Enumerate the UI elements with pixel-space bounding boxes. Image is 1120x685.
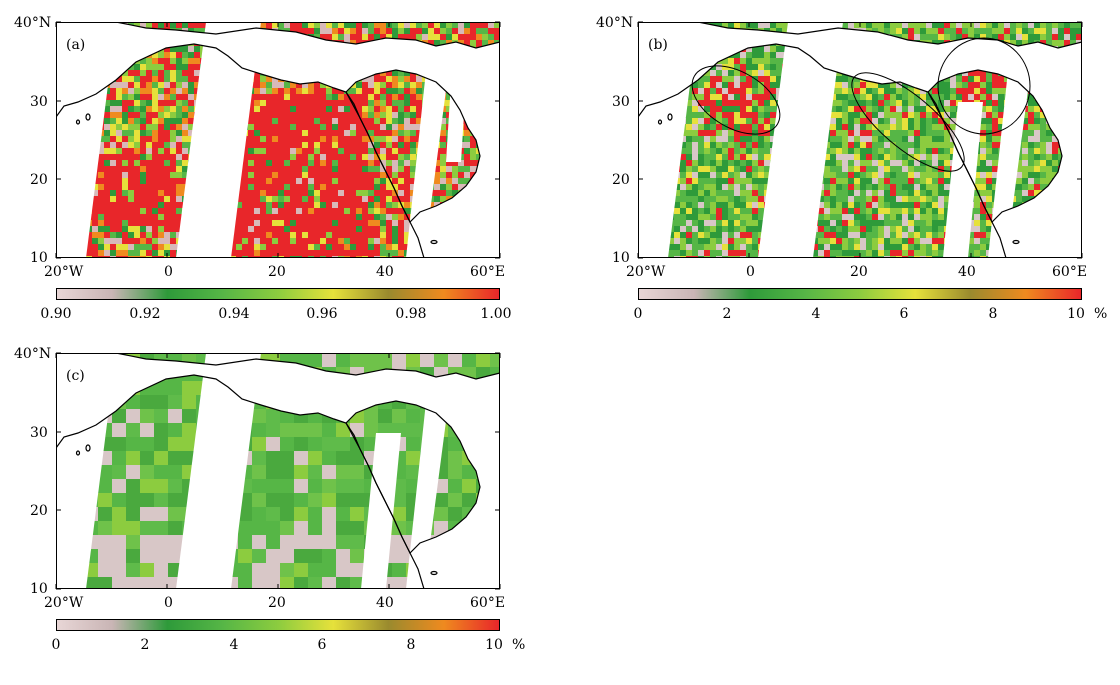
panel-label: (a) [66,37,86,53]
colorbar [638,288,1082,300]
colorbar-tick-label: 0.94 [218,306,250,322]
map-plot-area [55,21,501,259]
y-tick-label: 40°N [596,15,634,31]
x-tick-label: 60°E [1052,264,1088,280]
y-tick-label: 10 [30,250,48,266]
colorbar-tick-label: 2 [722,306,732,322]
x-tick-label: 20 [268,595,286,611]
colorbar-tick-label: 1.00 [480,306,512,322]
x-tick-label: 40 [376,595,394,611]
colorbar-tick-label: 4 [229,637,239,653]
x-tick-label: 60°E [470,264,506,280]
colorbar-tick-label: 2 [140,637,150,653]
colorbar-tick-label: 8 [988,306,998,322]
y-tick-label: 10 [30,581,48,597]
y-tick-label: 20 [30,172,48,188]
x-tick-label: 0 [164,264,173,280]
colorbar-unit: % [512,637,526,653]
colorbar-tick-label: 6 [317,637,327,653]
map-plot-area [637,21,1083,259]
map-plot-area [55,352,501,590]
map-panel-a: 40°N 30 20 10 (a) 20°W 0 20 40 60°E 0.90… [0,0,540,330]
y-tick-label: 40°N [14,15,52,31]
panel-label: (c) [66,368,85,384]
colorbar [56,288,500,300]
colorbar-tick-label: 0 [633,306,643,322]
y-tick-label: 30 [30,94,48,110]
x-tick-label: 40 [376,264,394,280]
colorbar-tick-label: 0.92 [129,306,161,322]
colorbar-unit: % [1094,306,1108,322]
colorbar-tick-label: 8 [406,637,416,653]
y-tick-label: 10 [612,250,630,266]
y-tick-label: 20 [30,503,48,519]
colorbar-tick-label: 0 [51,637,61,653]
y-tick-label: 40°N [14,346,52,362]
x-tick-label: 20 [850,264,868,280]
y-tick-label: 30 [612,94,630,110]
colorbar [56,619,500,631]
map-panel-b: 40°N 30 20 10 (b) 20°W 0 20 40 60°E 0 2 … [582,0,1112,330]
x-tick-label: 20°W [44,264,84,280]
colorbar-tick-label: 10 [485,637,503,653]
colorbar-tick-label: 0.90 [40,306,72,322]
x-tick-label: 0 [746,264,755,280]
panel-label: (b) [648,37,668,53]
x-tick-label: 60°E [470,595,506,611]
y-tick-label: 30 [30,425,48,441]
x-tick-label: 0 [164,595,173,611]
colorbar-tick-label: 0.96 [306,306,338,322]
colorbar-tick-label: 6 [899,306,909,322]
map-panel-c: 40°N 30 20 10 (c) 20°W 0 20 40 60°E 0 2 … [0,331,540,661]
colorbar-tick-label: 4 [811,306,821,322]
x-tick-label: 20 [268,264,286,280]
x-tick-label: 20°W [44,595,84,611]
y-tick-label: 20 [612,172,630,188]
colorbar-tick-label: 0.98 [395,306,427,322]
x-tick-label: 40 [958,264,976,280]
colorbar-tick-label: 10 [1067,306,1085,322]
x-tick-label: 20°W [626,264,666,280]
